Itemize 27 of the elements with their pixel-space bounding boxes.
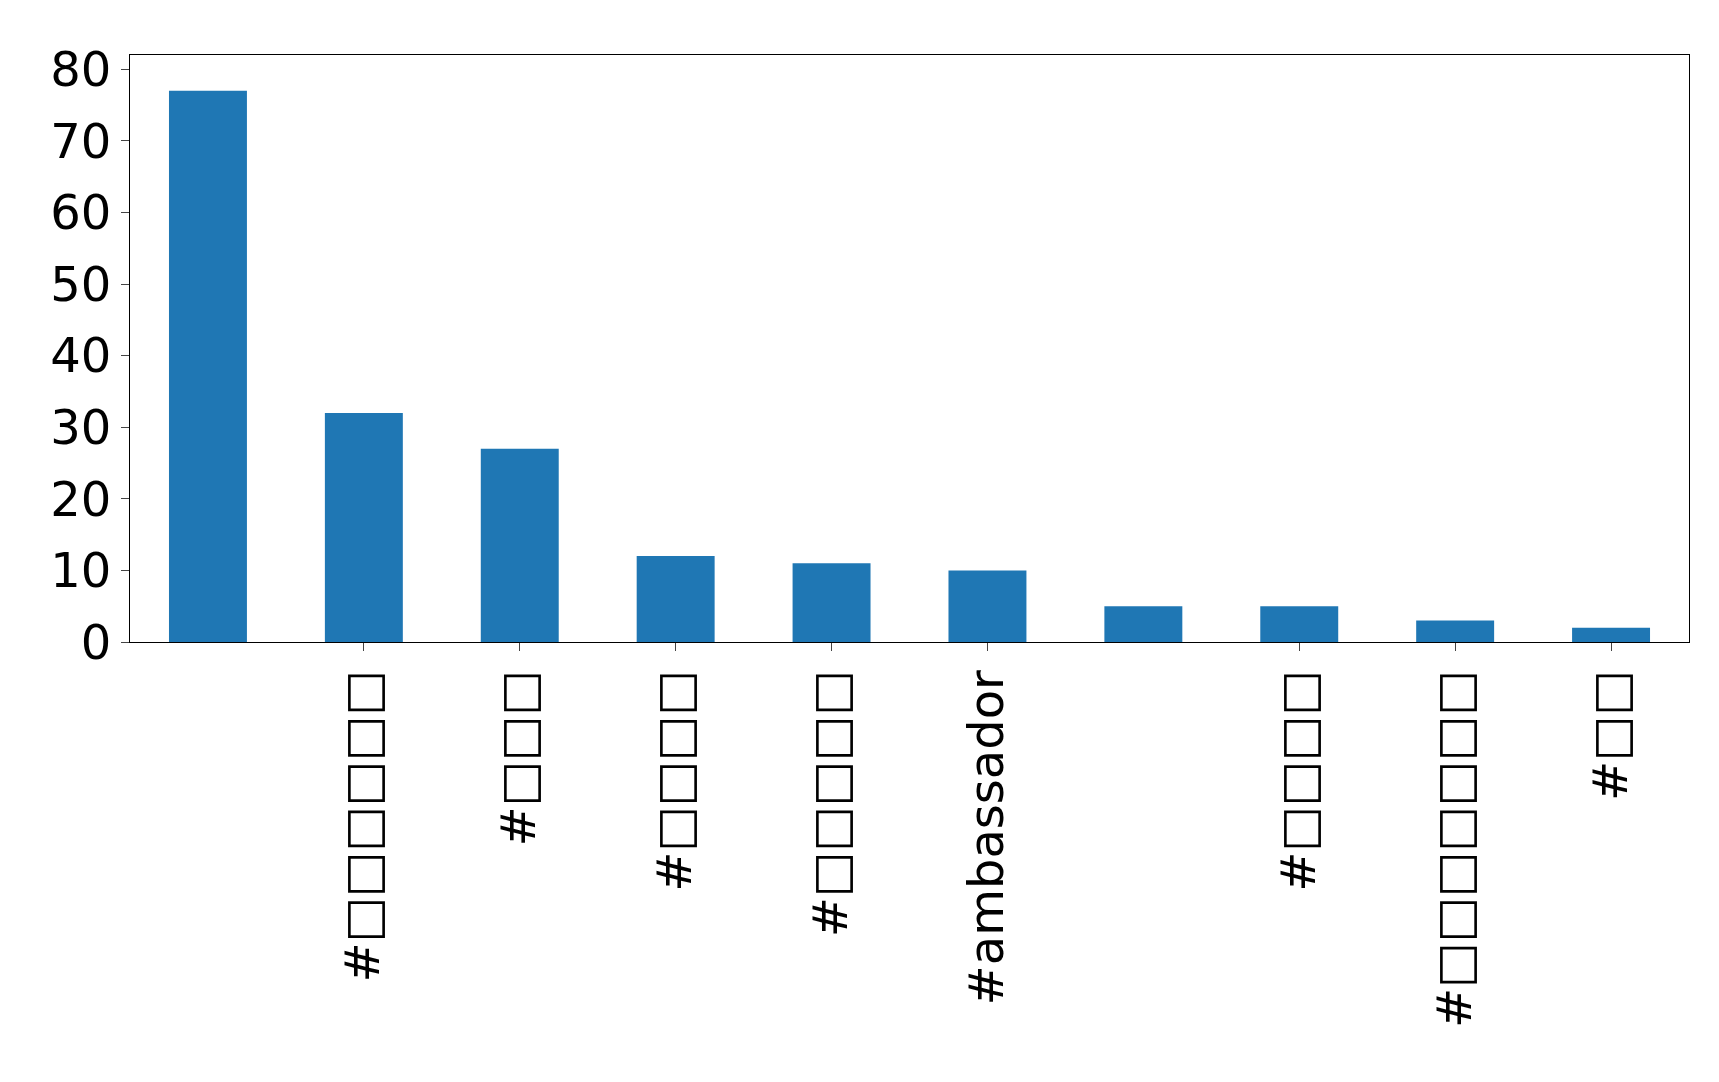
x-tick-label: #ambassador bbox=[958, 669, 1015, 1006]
bar bbox=[1572, 627, 1651, 642]
bar bbox=[1260, 606, 1339, 642]
y-tick-label: 20 bbox=[50, 470, 112, 527]
y-tick-label: 80 bbox=[50, 41, 112, 98]
bar bbox=[636, 556, 715, 642]
y-tick-label: 70 bbox=[50, 112, 112, 169]
bar bbox=[948, 570, 1027, 642]
y-tick-label: 10 bbox=[50, 542, 112, 599]
x-tick-label: #□□ bbox=[1581, 670, 1638, 802]
y-tick-label: 30 bbox=[50, 399, 112, 456]
y-tick-label: 40 bbox=[50, 327, 112, 384]
x-tick-label: #□□□□□ bbox=[802, 670, 859, 938]
bar bbox=[480, 448, 559, 642]
bar bbox=[1104, 606, 1183, 642]
x-tick-label: #□□□□ bbox=[646, 670, 703, 892]
bar bbox=[1416, 620, 1495, 642]
x-tick-label: #□□□□□□ bbox=[334, 670, 391, 983]
bar bbox=[792, 563, 871, 642]
x-tick-label: #□□□ bbox=[490, 670, 547, 847]
y-tick-label: 0 bbox=[80, 613, 112, 670]
x-tick-label: #□□□□□□□ bbox=[1425, 670, 1482, 1028]
bar bbox=[324, 412, 403, 642]
y-tick-label: 60 bbox=[50, 184, 112, 241]
bar bbox=[168, 90, 247, 642]
y-tick-label: 50 bbox=[50, 255, 112, 312]
x-tick-label: #□□□□ bbox=[1269, 670, 1326, 892]
